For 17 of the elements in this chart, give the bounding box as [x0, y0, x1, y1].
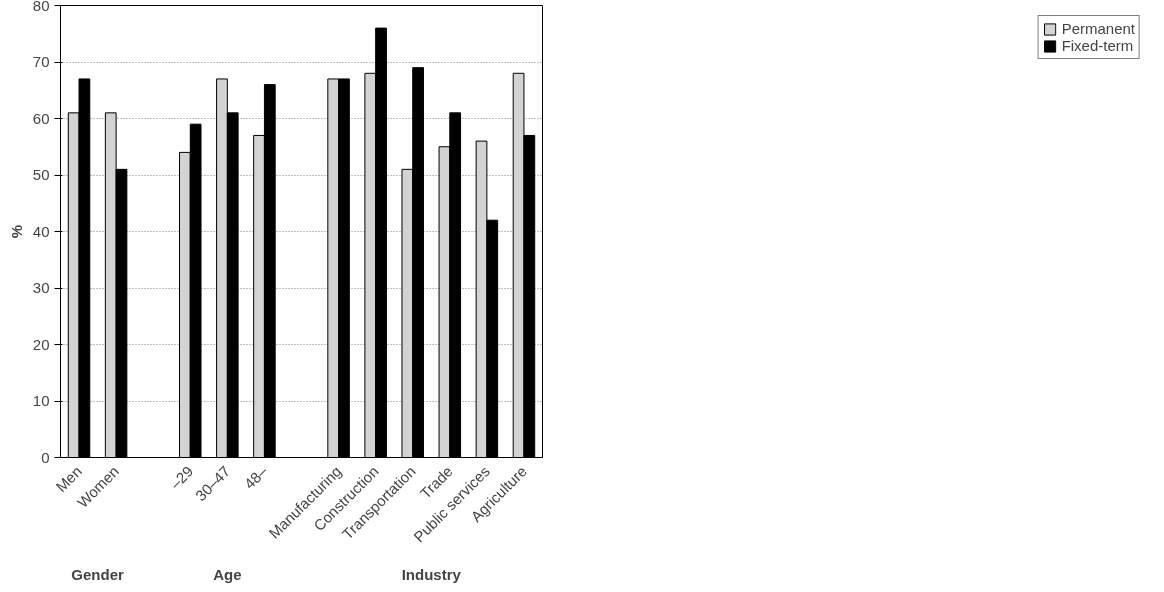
text: Industry — [401, 565, 462, 583]
y-tick-label: 20 — [32, 335, 50, 353]
y-tick-label: 60 — [32, 109, 50, 127]
x-tick-label: –29 — [166, 462, 197, 493]
x-tick-label: 48– — [240, 462, 271, 493]
y-axis-title: % — [7, 224, 25, 239]
text: Age — [213, 565, 242, 583]
y-tick-label: 0 — [41, 448, 50, 466]
text: Gender — [71, 565, 124, 583]
y-tick-label: 50 — [32, 166, 50, 183]
y-tick-label: 10 — [32, 392, 50, 409]
y-tick-label: 80 — [32, 0, 50, 14]
y-tick-label: 70 — [32, 53, 50, 70]
y-tick-label: 40 — [32, 222, 50, 240]
legend-label: Fixed-term — [1061, 37, 1134, 54]
y-tick-label: 30 — [32, 279, 50, 296]
legend-label: Permanent — [1061, 20, 1135, 37]
